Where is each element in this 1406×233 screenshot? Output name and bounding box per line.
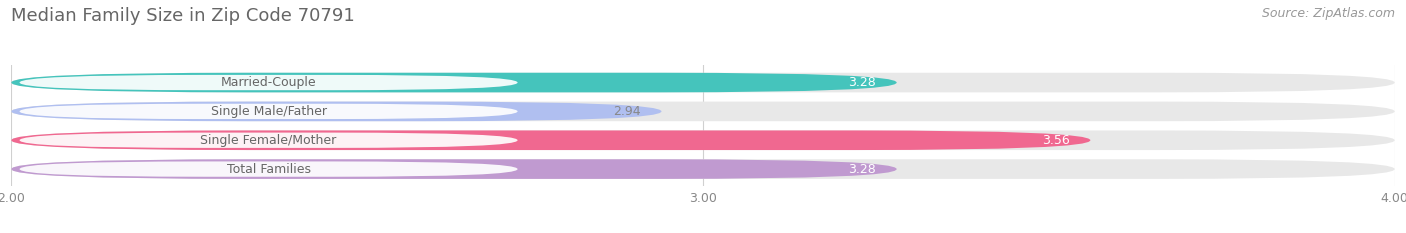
Text: Married-Couple: Married-Couple xyxy=(221,76,316,89)
FancyBboxPatch shape xyxy=(11,130,1395,150)
FancyBboxPatch shape xyxy=(20,133,517,148)
FancyBboxPatch shape xyxy=(11,102,661,121)
Text: Total Families: Total Families xyxy=(226,163,311,176)
FancyBboxPatch shape xyxy=(11,130,1091,150)
FancyBboxPatch shape xyxy=(11,102,1395,121)
Text: Single Female/Mother: Single Female/Mother xyxy=(201,134,336,147)
FancyBboxPatch shape xyxy=(11,159,897,179)
FancyBboxPatch shape xyxy=(20,104,517,119)
Text: Single Male/Father: Single Male/Father xyxy=(211,105,326,118)
FancyBboxPatch shape xyxy=(11,73,1395,92)
Text: 2.94: 2.94 xyxy=(613,105,641,118)
Text: 3.28: 3.28 xyxy=(848,76,876,89)
FancyBboxPatch shape xyxy=(11,159,1395,179)
Text: Source: ZipAtlas.com: Source: ZipAtlas.com xyxy=(1261,7,1395,20)
FancyBboxPatch shape xyxy=(20,75,517,90)
Text: 3.28: 3.28 xyxy=(848,163,876,176)
FancyBboxPatch shape xyxy=(11,73,897,92)
Text: Median Family Size in Zip Code 70791: Median Family Size in Zip Code 70791 xyxy=(11,7,354,25)
FancyBboxPatch shape xyxy=(20,161,517,177)
Text: 3.56: 3.56 xyxy=(1042,134,1070,147)
